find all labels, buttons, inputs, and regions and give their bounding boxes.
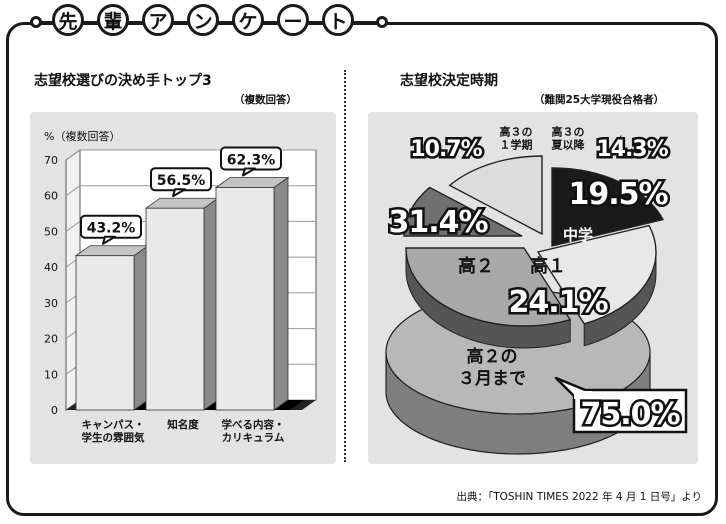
- y-tick-label: 40: [44, 261, 58, 274]
- pie-slice: [536, 224, 657, 325]
- left-title: 志望校選びの決め手トップ3: [34, 73, 212, 89]
- y-tick-label: 50: [44, 225, 58, 238]
- slice-label: 高１: [530, 255, 566, 277]
- bar-chart: 0 10 20 30 40 50 60 70 %（複数回答） 43.2% キャンパス・学生の雰囲気 5…: [44, 129, 317, 444]
- x-tick-label: 学生の雰囲気: [82, 431, 145, 444]
- pie-slice: [448, 155, 543, 236]
- data-label: 10.7%: [410, 137, 482, 162]
- pie-slice: [403, 186, 523, 237]
- bar: [145, 207, 205, 411]
- data-label: 14.3%: [596, 137, 668, 162]
- y-unit-label: %（複数回答）: [44, 129, 120, 143]
- cumulative-callout: [572, 388, 688, 434]
- slice-label: 高３の: [552, 125, 585, 139]
- x-tick-label: 学べる内容・: [222, 418, 285, 431]
- header-char: ア: [142, 4, 174, 36]
- header-char: 輩: [97, 4, 129, 36]
- pie-slice: [405, 247, 572, 327]
- y-tick-label: 70: [44, 154, 58, 167]
- header-char: ト: [322, 4, 354, 36]
- header-char: ー: [277, 4, 309, 36]
- gridline-side: [65, 221, 81, 232]
- cumulative-label: ３月まで: [458, 369, 526, 389]
- x-tick-label: 知名度: [167, 418, 199, 431]
- x-tick-label: カリキュラム: [222, 432, 285, 444]
- right-title: 志望校決定時期: [400, 73, 498, 89]
- pie-slice: [551, 167, 665, 247]
- data-label: 24.1%: [508, 285, 608, 320]
- x-tick-label: キャンパス・: [82, 419, 145, 431]
- bar-side: [273, 176, 289, 411]
- header-char: 先: [52, 4, 84, 36]
- cumulative-callout-mask: [574, 391, 592, 399]
- gridline-side: [65, 185, 81, 197]
- bar: [215, 187, 275, 411]
- data-label: 31.4%: [388, 205, 488, 240]
- cumulative-label: 高２の: [467, 346, 518, 367]
- left-note: （複数回答）: [234, 94, 297, 106]
- gridline-side: [65, 149, 81, 161]
- section-divider: [344, 70, 346, 462]
- bar-shadow: [274, 400, 304, 410]
- slice-label: 中学: [563, 226, 593, 244]
- y-tick-label: 0: [51, 404, 58, 417]
- y-tick-label: 10: [44, 368, 58, 381]
- data-label: 19.5%: [568, 177, 668, 212]
- y-tick-label: 60: [44, 190, 58, 203]
- value-bubble-tail: [102, 235, 116, 245]
- y-tick-label: 30: [44, 297, 58, 310]
- y-tick-label: 20: [44, 333, 58, 346]
- slice-label: １学期: [500, 138, 533, 152]
- header-dot-left: [30, 16, 42, 28]
- right-note: （難関25大学現役合格者）: [534, 94, 665, 106]
- slice-label: 夏以降: [552, 138, 586, 152]
- bar: [75, 255, 135, 411]
- source-note: 出典：「TOSHIN TIMES 2022 年 4 月 1 日号」より: [456, 491, 702, 503]
- value-bubble-tail: [242, 167, 256, 177]
- data-label: 75.0%: [580, 397, 680, 432]
- slice-label: 高３の: [500, 125, 533, 139]
- data-label: 43.2%: [87, 221, 136, 237]
- header-char: ケ: [232, 4, 264, 36]
- data-label: 56.5%: [157, 173, 206, 189]
- value-bubble-tail: [172, 188, 186, 198]
- data-label: 62.3%: [227, 153, 276, 169]
- header-dot-right: [376, 16, 388, 28]
- slice-label: 高２: [458, 255, 494, 277]
- header-char: ン: [187, 4, 219, 36]
